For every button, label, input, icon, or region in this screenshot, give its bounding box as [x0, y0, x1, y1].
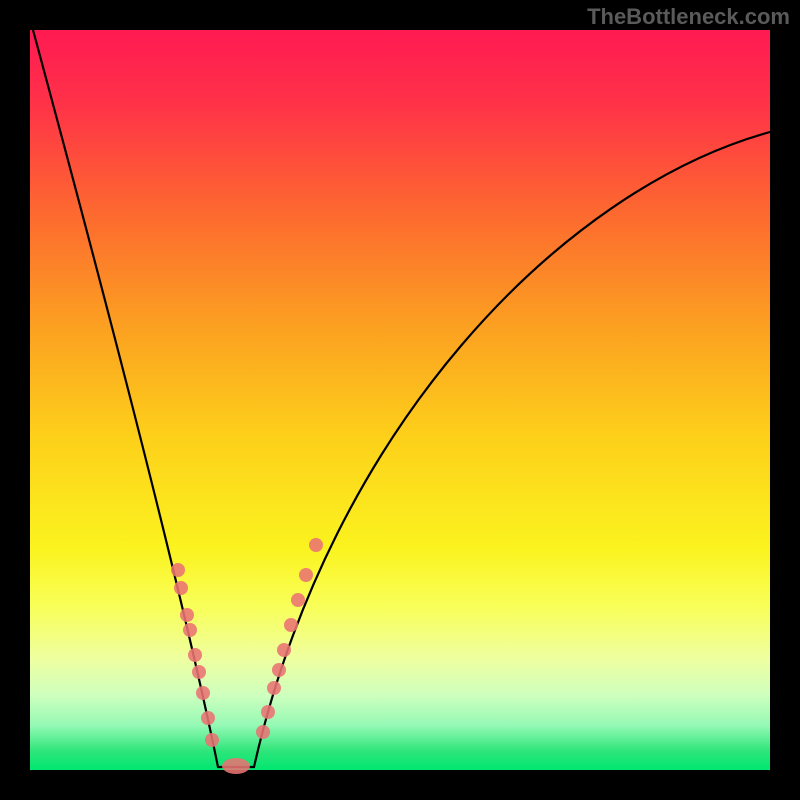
marker-left-8 [205, 733, 219, 747]
marker-right-3 [272, 663, 286, 677]
marker-right-1 [261, 705, 275, 719]
chart-svg [0, 0, 800, 800]
marker-right-2 [267, 681, 281, 695]
marker-left-3 [183, 623, 197, 637]
marker-left-1 [174, 581, 188, 595]
marker-left-0 [171, 563, 185, 577]
marker-right-0 [256, 725, 270, 739]
bottleneck-chart: TheBottleneck.com [0, 0, 800, 800]
watermark-text: TheBottleneck.com [587, 4, 790, 30]
marker-left-7 [201, 711, 215, 725]
marker-left-2 [180, 608, 194, 622]
marker-right-8 [309, 538, 323, 552]
chart-gradient-bg [30, 30, 770, 770]
marker-left-6 [196, 686, 210, 700]
marker-left-5 [192, 665, 206, 679]
marker-right-4 [277, 643, 291, 657]
marker-left-4 [188, 648, 202, 662]
marker-right-6 [291, 593, 305, 607]
marker-right-5 [284, 618, 298, 632]
marker-bottom-pill [222, 758, 250, 774]
marker-right-7 [299, 568, 313, 582]
